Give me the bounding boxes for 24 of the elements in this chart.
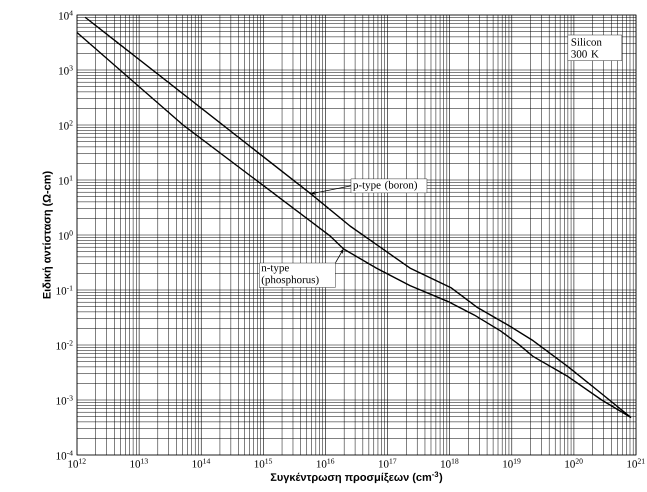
y-tick-label: 10$^{-1}$ [56,285,73,295]
x-tick-label: 10$^{14}$ [192,458,210,468]
x-tick-label: 10$^{18}$ [441,458,458,468]
annotation: Silicon 300 K [571,38,602,58]
annotation: n-type (phosphorus) [262,265,319,286]
y-tick-label: 10$^{0}$ [59,230,73,240]
y-tick-label: 10$^{-4}$ [56,450,73,460]
x-tick-label: 10$^{13}$ [130,458,148,468]
x-tick-label: 10$^{21}$ [627,458,645,468]
x-tick-label: 10$^{16}$ [316,458,334,468]
x-tick-label: 10$^{17}$ [378,458,396,468]
y-tick-label: 10$^{3}$ [59,65,73,75]
x-tick-label: 10$^{19}$ [503,458,521,468]
x-tick-label: 10$^{12}$ [68,458,86,468]
y-tick-label: 10$^{1}$ [59,175,73,185]
x-axis-title: Συγκέντρωση προσμίξεων (cm$^{-3}$) [270,472,442,484]
y-tick-label: 10$^{-2}$ [56,340,73,350]
x-tick-label: 10$^{15}$ [254,458,272,468]
x-tick-label: 10$^{20}$ [565,458,583,468]
y-tick-label: 10$^{2}$ [59,120,73,130]
annotation: p-type (boron) [353,180,417,191]
y-tick-label: 10$^{-3}$ [56,395,73,405]
y-tick-label: 10$^{4}$ [59,10,73,20]
y-axis-title: Ειδική αντίσταση (Ω-cm) [42,171,53,298]
